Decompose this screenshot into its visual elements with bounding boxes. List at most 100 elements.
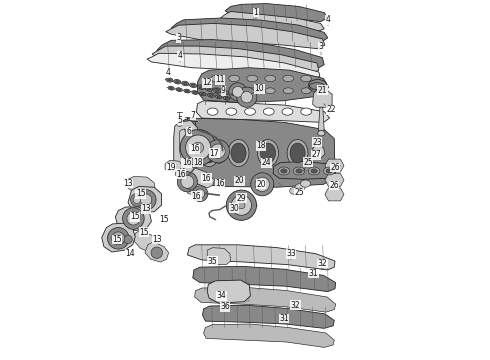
Polygon shape [116,207,151,230]
Ellipse shape [199,86,203,88]
Text: 5: 5 [178,116,183,125]
Text: 16: 16 [182,158,192,167]
Text: 4: 4 [325,15,330,24]
Circle shape [180,130,216,166]
Text: 30: 30 [229,204,239,212]
Circle shape [192,186,208,202]
Text: 15: 15 [112,235,122,244]
Polygon shape [128,186,162,213]
Polygon shape [313,91,332,107]
Text: 15: 15 [136,189,146,198]
Ellipse shape [185,129,190,132]
Circle shape [181,175,194,188]
Ellipse shape [247,88,257,94]
Circle shape [232,86,243,97]
Ellipse shape [183,82,187,85]
Ellipse shape [265,75,275,82]
Ellipse shape [201,93,204,95]
Ellipse shape [223,91,226,94]
Circle shape [206,140,229,163]
Text: 31: 31 [279,314,289,323]
Text: 25: 25 [303,158,313,166]
Polygon shape [183,169,196,194]
Polygon shape [207,280,250,303]
Circle shape [238,202,245,209]
Ellipse shape [207,108,218,115]
Polygon shape [145,242,169,262]
Text: 32: 32 [318,259,327,268]
Text: 33: 33 [286,249,296,258]
Text: 21: 21 [318,86,327,95]
Ellipse shape [231,93,235,95]
Circle shape [177,172,197,192]
Polygon shape [220,12,324,32]
Ellipse shape [200,92,206,96]
Ellipse shape [194,91,196,94]
Circle shape [151,247,163,258]
Ellipse shape [208,94,214,97]
Ellipse shape [258,140,278,167]
Ellipse shape [182,81,189,86]
Ellipse shape [301,108,312,115]
Polygon shape [318,107,324,131]
Text: 19: 19 [167,163,176,172]
Polygon shape [196,101,330,122]
Ellipse shape [185,90,189,92]
Ellipse shape [283,75,294,82]
Ellipse shape [213,89,220,93]
Circle shape [122,208,144,229]
Text: 15: 15 [159,215,169,224]
Polygon shape [273,161,336,179]
Polygon shape [128,176,155,194]
Polygon shape [197,68,328,103]
Text: 15: 15 [130,212,140,221]
Ellipse shape [247,75,258,82]
Circle shape [127,212,140,225]
Text: 10: 10 [255,85,264,94]
Text: 34: 34 [217,292,226,300]
Ellipse shape [311,169,318,173]
Polygon shape [165,160,182,171]
Ellipse shape [263,108,274,115]
Text: 36: 36 [220,302,230,311]
Text: 15: 15 [139,228,149,237]
Ellipse shape [177,123,182,126]
Ellipse shape [175,81,179,83]
Polygon shape [192,139,226,164]
Polygon shape [175,118,335,187]
Ellipse shape [209,94,212,96]
Text: 22: 22 [327,105,336,114]
Ellipse shape [192,91,198,94]
Ellipse shape [192,84,195,86]
Text: 16: 16 [202,174,211,183]
Ellipse shape [174,80,181,84]
Ellipse shape [193,133,197,136]
Ellipse shape [300,180,311,187]
Text: 18: 18 [194,158,203,166]
Text: 1: 1 [253,8,258,17]
Text: 12: 12 [202,78,212,87]
Ellipse shape [221,90,228,95]
Text: 18: 18 [256,141,266,150]
Ellipse shape [216,95,222,99]
Polygon shape [193,266,336,292]
Text: 29: 29 [237,194,246,202]
Ellipse shape [184,89,190,93]
Text: 17: 17 [210,149,219,158]
Ellipse shape [168,79,171,81]
Ellipse shape [245,108,255,115]
Text: 7: 7 [190,111,195,120]
Text: 3: 3 [318,42,323,51]
Text: 16: 16 [190,144,199,153]
Ellipse shape [287,140,308,167]
Polygon shape [147,53,320,78]
Circle shape [237,87,257,107]
Text: 4: 4 [178,51,183,60]
Circle shape [186,135,211,160]
Ellipse shape [308,167,320,175]
Ellipse shape [168,86,174,90]
Ellipse shape [282,108,293,115]
Text: 11: 11 [215,76,224,85]
Text: 13: 13 [141,204,151,213]
Circle shape [211,144,225,158]
